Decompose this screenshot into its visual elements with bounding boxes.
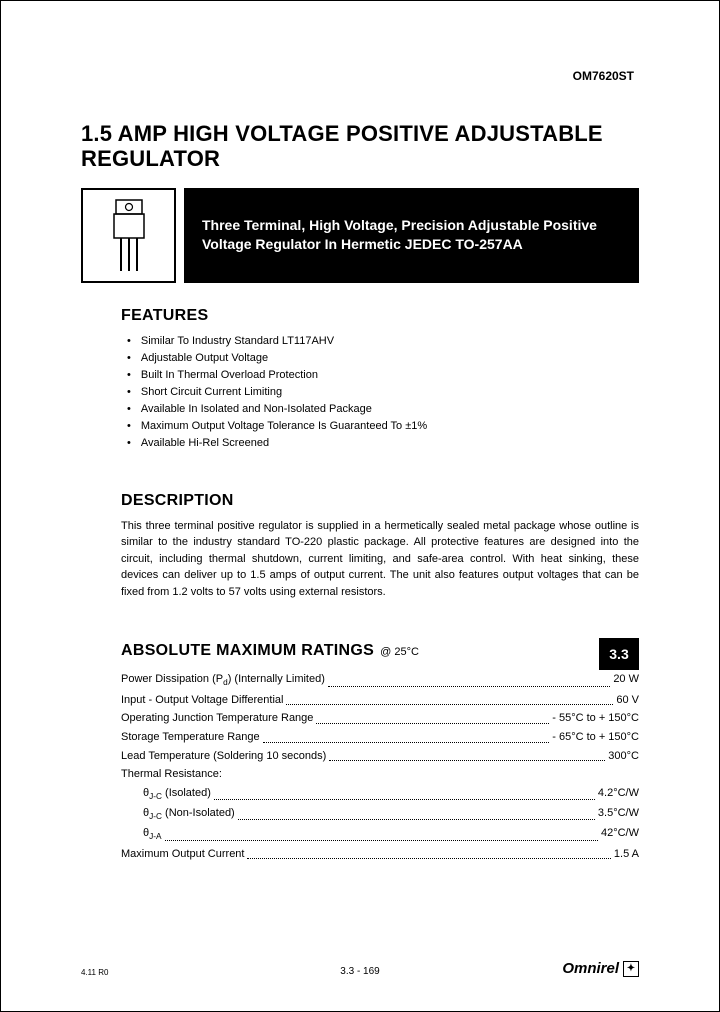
feature-item: Available Hi-Rel Screened [121,435,639,452]
rating-value: 42°C/W [601,824,639,844]
footer-page-number: 3.3 - 169 [340,966,379,977]
feature-item: Maximum Output Voltage Tolerance Is Guar… [121,418,639,435]
rating-row: θJ-C (Isolated) 4.2°C/W [121,784,639,804]
description-text: This three terminal positive regulator i… [121,518,639,601]
feature-item: Available In Isolated and Non-Isolated P… [121,401,639,418]
leader-dots [329,747,605,762]
ratings-condition: @ 25°C [380,646,419,658]
package-diagram [81,188,176,283]
section-badge: 3.3 [599,638,639,670]
rating-row: Lead Temperature (Soldering 10 seconds) 3… [121,747,639,766]
rating-label: Thermal Resistance: [121,765,222,784]
rating-value: 4.2°C/W [598,784,639,804]
rating-value: 20 W [613,670,639,690]
leader-dots [214,784,595,800]
leader-dots [286,691,613,706]
rating-label: Power Dissipation (Pd) (Internally Limit… [121,670,325,690]
footer-logo: Omnirel ✦ [562,960,639,977]
feature-item: Short Circuit Current Limiting [121,384,639,401]
leader-dots [247,845,610,860]
page-footer: 4.11 R0 3.3 - 169 Omnirel ✦ [81,960,639,977]
rating-row: Operating Junction Temperature Range - 55… [121,709,639,728]
feature-item: Adjustable Output Voltage [121,350,639,367]
hero-subtitle: Three Terminal, High Voltage, Precision … [184,188,639,283]
rating-value: - 65°C to + 150°C [552,728,639,747]
leader-dots [316,709,549,724]
ratings-table: Power Dissipation (Pd) (Internally Limit… [121,670,639,863]
rating-value: 300°C [608,747,639,766]
feature-item: Built In Thermal Overload Protection [121,367,639,384]
features-list: Similar To Industry Standard LT117AHVAdj… [121,333,639,452]
rating-row: Storage Temperature Range - 65°C to + 150… [121,728,639,747]
hero-row: Three Terminal, High Voltage, Precision … [81,188,639,283]
rating-row: Thermal Resistance: [121,765,639,784]
rating-label: Input - Output Voltage Differential [121,691,283,710]
rating-row: θJ-C (Non-Isolated) 3.5°C/W [121,804,639,824]
rating-row: Maximum Output Current 1.5 A [121,845,639,864]
rating-label: θJ-C (Non-Isolated) [121,804,235,824]
part-number: OM7620ST [573,69,634,83]
rating-label: θJ-A [121,824,162,844]
footer-logo-icon: ✦ [623,961,639,977]
rating-label: θJ-C (Isolated) [121,784,211,804]
leader-dots [263,728,550,743]
rating-label: Storage Temperature Range [121,728,260,747]
rating-label: Maximum Output Current [121,845,244,864]
rating-value: 3.5°C/W [598,804,639,824]
ratings-heading: ABSOLUTE MAXIMUM RATINGS [121,642,374,660]
to257-icon [104,198,154,273]
leader-dots [328,670,610,686]
footer-revision: 4.11 R0 [81,968,108,977]
rating-row: Input - Output Voltage Differential 60 V [121,691,639,710]
rating-row: Power Dissipation (Pd) (Internally Limit… [121,670,639,690]
rating-label: Operating Junction Temperature Range [121,709,313,728]
leader-dots [238,804,595,820]
rating-value: 60 V [616,691,639,710]
footer-logo-text: Omnirel [562,960,619,977]
feature-item: Similar To Industry Standard LT117AHV [121,333,639,350]
rating-value: 1.5 A [614,845,639,864]
features-heading: FEATURES [121,307,639,325]
rating-label: Lead Temperature (Soldering 10 seconds) [121,747,326,766]
rating-row: θJ-A 42°C/W [121,824,639,844]
description-heading: DESCRIPTION [121,492,639,510]
page-title: 1.5 AMP HIGH VOLTAGE POSITIVE ADJUSTABLE… [81,121,639,172]
leader-dots [165,824,598,840]
hero-subtitle-text: Three Terminal, High Voltage, Precision … [202,216,621,254]
rating-value: - 55°C to + 150°C [552,709,639,728]
